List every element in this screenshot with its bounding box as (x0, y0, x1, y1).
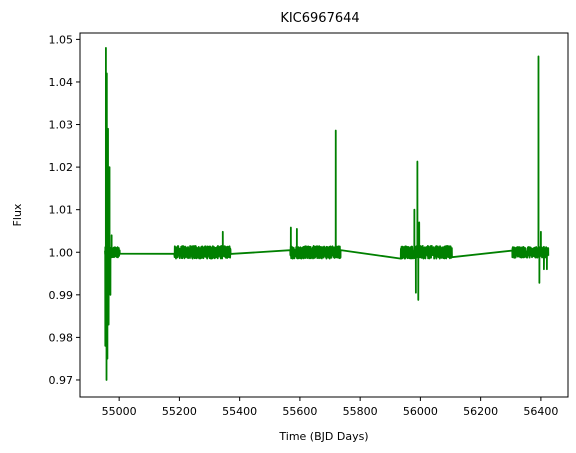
y-axis: 0.97 0.98 0.99 1.00 1.01 1.02 1.03 1.04 1.05 (49, 33, 80, 387)
x-axis: 55000 55200 55400 55600 55800 56000 56200 56400 (102, 397, 558, 418)
y-tick-label: 1.01 (49, 204, 74, 217)
y-tick-label: 0.99 (49, 289, 74, 302)
chart-title: KIC6967644 (280, 11, 359, 26)
y-tick-label: 1.05 (49, 33, 74, 46)
y-tick-label: 1.02 (49, 161, 74, 174)
x-axis-label: Time (BJD Days) (278, 430, 368, 443)
x-tick-label: 56400 (523, 405, 558, 418)
y-tick-label: 1.04 (49, 76, 74, 89)
y-tick-label: 1.00 (49, 246, 74, 259)
y-tick-label: 1.03 (49, 119, 74, 132)
flux-series-line (104, 47, 550, 381)
plot-frame (79, 32, 569, 398)
x-tick-label: 55000 (102, 405, 137, 418)
x-tick-label: 55400 (222, 405, 257, 418)
y-tick-label: 0.98 (49, 331, 74, 344)
x-tick-label: 56000 (403, 405, 438, 418)
x-tick-label: 55600 (282, 405, 317, 418)
y-tick-label: 0.97 (49, 374, 74, 387)
x-tick-label: 56200 (463, 405, 498, 418)
x-tick-label: 55800 (343, 405, 378, 418)
x-tick-label: 55200 (162, 405, 197, 418)
y-axis-label: Flux (11, 203, 24, 226)
plot-area (104, 47, 550, 381)
